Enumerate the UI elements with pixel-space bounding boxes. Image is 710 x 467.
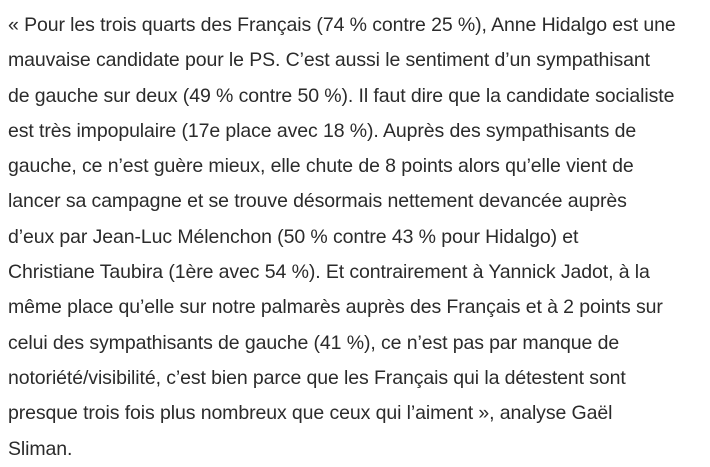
paragraph-line: notoriété/visibilité, c’est bien parce q… — [8, 366, 626, 389]
paragraph-line: mauvaise candidate pour le PS. C’est aus… — [8, 49, 650, 72]
paragraph-line: « Pour les trois quarts des Français (74… — [8, 14, 676, 36]
paragraph-line: est très impopulaire (17e place avec 18 … — [8, 119, 637, 142]
paragraph-line: d’eux par Jean-Luc Mélenchon (50 % contr… — [8, 225, 579, 248]
paragraph-line: même place qu’elle sur notre palmarès au… — [8, 296, 663, 319]
paragraph-line: celui des sympathisants de gauche (41 %)… — [8, 331, 620, 354]
paragraph-line: gauche, ce n’est guère mieux, elle chute… — [8, 155, 634, 178]
paragraph-line: Sliman. — [8, 437, 73, 460]
paragraph-line: presque trois fois plus nombreux que ceu… — [8, 402, 613, 425]
paragraph-line: lancer sa campagne et se trouve désormai… — [8, 190, 627, 213]
paragraph-line: Christiane Taubira (1ère avec 54 %). Et … — [8, 261, 650, 284]
paragraph-line: de gauche sur deux (49 % contre 50 %). I… — [8, 84, 675, 107]
